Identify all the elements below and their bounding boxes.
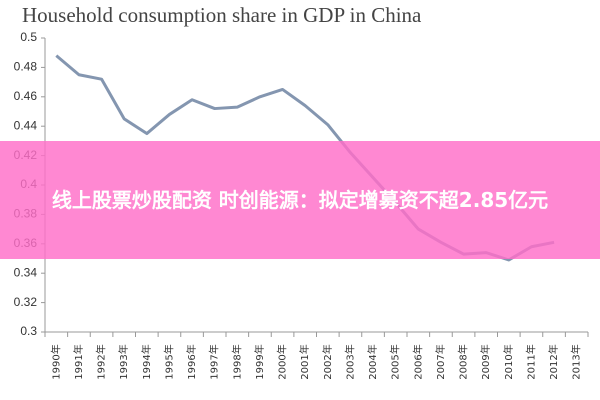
x-tick-label: 1997年: [208, 344, 221, 379]
x-tick-label: 2003年: [343, 344, 356, 379]
y-tick-label: 0.48: [14, 60, 38, 74]
x-tick-label: 1994年: [140, 344, 153, 379]
x-tick-label: 1999年: [253, 344, 266, 379]
x-tick-label: 2004年: [366, 344, 379, 379]
x-tick-label: 1991年: [72, 344, 85, 379]
y-tick-label: 0.5: [20, 30, 37, 44]
x-tick-label: 1998年: [230, 344, 243, 379]
x-tick-label: 2013年: [570, 344, 583, 379]
chart-title: Household consumption share in GDP in Ch…: [22, 3, 422, 27]
x-tick-label: 2006年: [411, 344, 424, 379]
y-tick-label: 0.34: [14, 265, 38, 279]
y-tick-label: 0.32: [14, 295, 38, 309]
x-tick-label: 2008年: [457, 344, 470, 379]
x-tick-label: 1993年: [117, 344, 130, 379]
x-tick-label: 1996年: [185, 344, 198, 379]
x-tick-label: 2010年: [502, 344, 515, 379]
overlay-banner[interactable]: 线上股票炒股配资 时创能源：拟定增募资不超2.85亿元: [0, 141, 600, 259]
x-tick-label: 2007年: [434, 344, 447, 379]
banner-text[interactable]: 线上股票炒股配资 时创能源：拟定增募资不超2.85亿元: [51, 188, 549, 212]
x-tick-label: 2012年: [547, 344, 560, 379]
x-tick-label: 2005年: [389, 344, 402, 379]
y-tick-label: 0.44: [14, 118, 38, 132]
x-tick-label: 2002年: [321, 344, 334, 379]
x-tick-label: 2011年: [524, 344, 537, 379]
x-tick-label: 1990年: [49, 344, 62, 379]
y-tick-label: 0.3: [20, 324, 37, 338]
x-tick-label: 2000年: [276, 344, 289, 379]
x-tick-label: 2009年: [479, 344, 492, 379]
x-tick-label: 1992年: [95, 344, 108, 379]
x-tick-label: 1995年: [162, 344, 175, 379]
x-tick-label: 2001年: [298, 344, 311, 379]
y-tick-label: 0.46: [14, 89, 38, 103]
